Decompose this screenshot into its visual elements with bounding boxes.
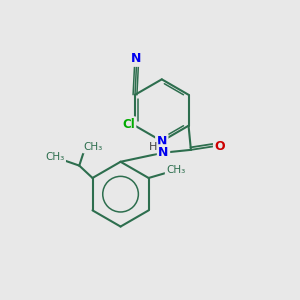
Text: CH₃: CH₃ <box>46 152 65 162</box>
Text: CH₃: CH₃ <box>166 165 185 175</box>
Text: Cl: Cl <box>122 118 135 131</box>
Text: H: H <box>148 142 157 152</box>
Text: N: N <box>131 52 142 65</box>
Text: N: N <box>157 135 167 148</box>
Text: O: O <box>214 140 225 153</box>
Text: N: N <box>158 146 169 159</box>
Text: CH₃: CH₃ <box>83 142 102 152</box>
